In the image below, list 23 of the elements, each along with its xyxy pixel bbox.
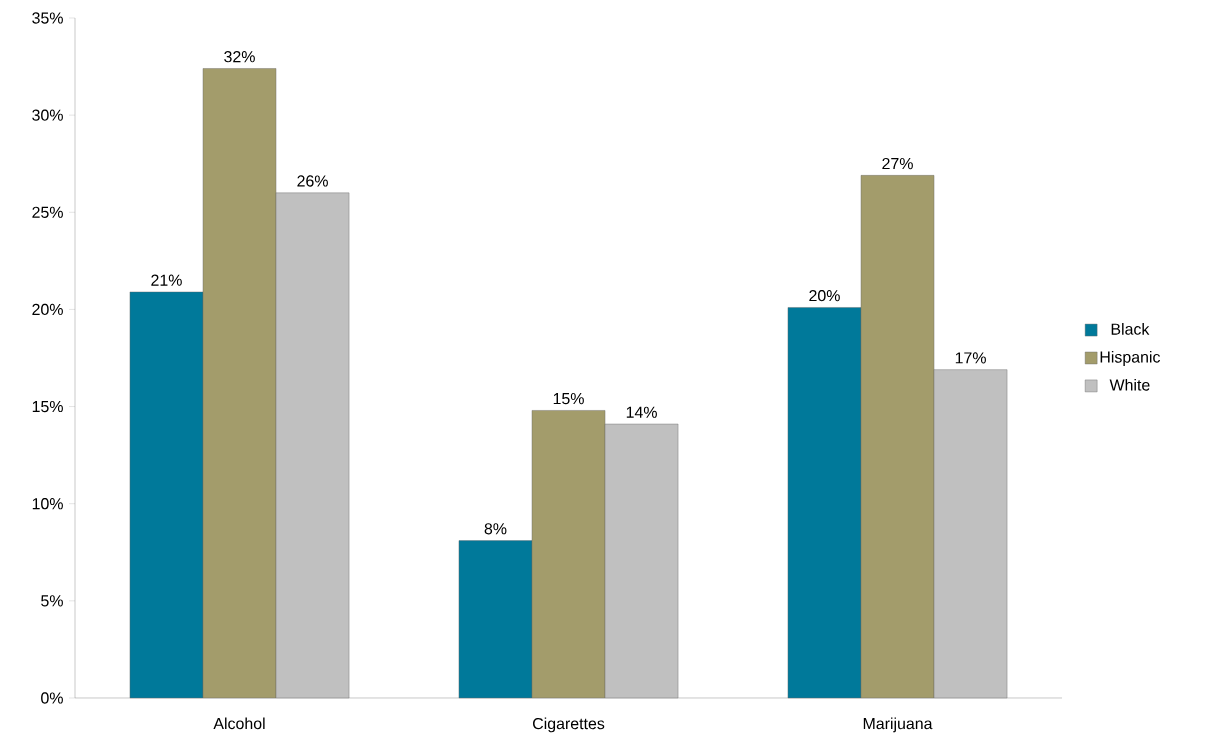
y-tick-label: 10%: [32, 498, 63, 510]
data-label: 15%: [553, 393, 584, 405]
data-label: 8%: [484, 523, 507, 535]
legend-label: Hispanic: [1100, 351, 1161, 366]
data-label: 32%: [224, 51, 255, 63]
legend-label: Black: [1111, 323, 1150, 335]
x-tick-label: Alcohol: [213, 717, 265, 730]
data-label: 17%: [955, 352, 986, 364]
data-label: 26%: [297, 175, 328, 187]
y-tick-label: 15%: [32, 400, 63, 413]
data-label: 27%: [882, 157, 913, 170]
legend-label: White: [1109, 378, 1150, 391]
data-label: 20%: [809, 289, 840, 302]
y-tick-label: 25%: [32, 206, 63, 218]
y-tick-label: 0%: [41, 692, 63, 704]
x-tick-label: Cigarettes: [533, 717, 605, 733]
y-tick-label: 30%: [32, 109, 63, 121]
data-label: 14%: [626, 406, 657, 418]
y-tick-label: 20%: [32, 303, 63, 316]
y-tick-label: 35%: [32, 12, 63, 24]
x-tick-label: Marijuana: [863, 717, 933, 733]
data-label: 21%: [151, 274, 182, 286]
y-tick-label: 5%: [41, 595, 63, 607]
